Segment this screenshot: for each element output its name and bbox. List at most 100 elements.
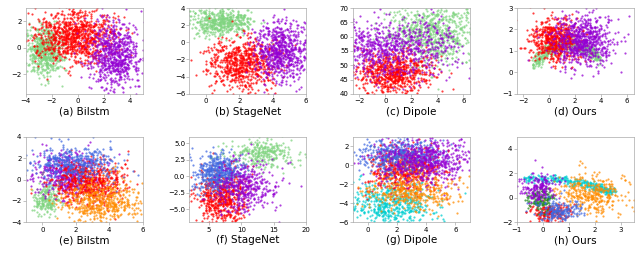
Point (232, 67, 242, 72)
Point (228, 184, 238, 189)
Point (88, 170, 99, 174)
Point (561, 34, 572, 38)
Point (93, 186, 103, 190)
Point (380, 77, 390, 82)
Point (81, 38, 92, 42)
Point (486, 27, 496, 31)
Point (557, 210, 567, 214)
Point (120, 202, 131, 207)
Point (553, 43, 563, 47)
Point (115, 199, 125, 203)
Point (76, 61, 86, 65)
Point (251, 165, 261, 169)
Point (26, 49, 36, 53)
Point (575, 24, 586, 28)
Point (550, 46, 560, 50)
Point (73, 165, 83, 169)
Point (110, 60, 120, 64)
Point (575, 52, 585, 56)
Point (66, 174, 76, 178)
Point (207, 168, 218, 172)
Point (252, 172, 262, 177)
Point (204, 183, 214, 187)
Point (529, 188, 539, 192)
Point (75, 29, 85, 34)
Point (415, 85, 425, 89)
Point (526, 196, 536, 200)
Point (430, 196, 440, 200)
Point (383, 153, 394, 157)
Point (109, 178, 120, 182)
Point (542, 44, 552, 49)
Point (124, 203, 134, 207)
Point (393, 34, 403, 38)
Point (60, 201, 70, 205)
Point (445, 181, 456, 185)
Point (46, 205, 56, 209)
Point (231, 157, 241, 161)
Point (83, 188, 93, 192)
Point (406, 69, 416, 74)
Point (413, 205, 423, 210)
Point (214, 199, 225, 203)
Point (260, 53, 270, 58)
Point (410, 46, 420, 50)
Point (58, 168, 68, 172)
Point (51, 31, 61, 35)
Point (566, 47, 576, 52)
Point (246, 47, 256, 52)
Point (220, 55, 230, 59)
Point (199, 198, 209, 202)
Point (84, 193, 95, 198)
Point (136, 201, 147, 205)
Point (288, 68, 298, 73)
Point (253, 41, 263, 45)
Point (276, 57, 286, 61)
Point (577, 186, 588, 190)
Point (95, 166, 105, 171)
Point (54, 173, 64, 178)
Point (124, 44, 134, 49)
Point (28, 163, 38, 167)
Point (390, 166, 400, 170)
Point (428, 40, 438, 44)
Point (577, 201, 587, 205)
Point (561, 39, 572, 43)
Point (109, 217, 120, 222)
Point (381, 83, 392, 87)
Point (573, 44, 584, 48)
Point (392, 39, 403, 43)
Point (109, 61, 120, 65)
Point (248, 81, 259, 85)
Point (395, 176, 405, 180)
Point (368, 149, 378, 154)
Point (349, 150, 359, 154)
Point (213, 177, 223, 181)
Point (585, 23, 595, 27)
Point (197, 98, 207, 103)
Point (376, 77, 387, 81)
Point (230, 197, 240, 201)
Point (224, 191, 234, 196)
Point (255, 65, 265, 69)
Point (394, 196, 404, 200)
Point (213, 180, 223, 184)
Point (412, 141, 422, 145)
Point (262, 44, 273, 48)
Point (93, 64, 104, 68)
Point (374, 155, 384, 159)
Point (260, 44, 270, 49)
Point (241, 57, 252, 61)
Point (88, 158, 98, 162)
Point (535, 55, 545, 59)
Point (410, 52, 420, 57)
Point (79, 42, 90, 47)
Point (231, 78, 241, 83)
Point (424, 21, 434, 26)
Point (29, 68, 39, 72)
Point (243, 60, 253, 64)
Point (113, 14, 124, 18)
Point (442, 165, 452, 169)
Point (93, 184, 104, 189)
Point (265, 46, 275, 50)
